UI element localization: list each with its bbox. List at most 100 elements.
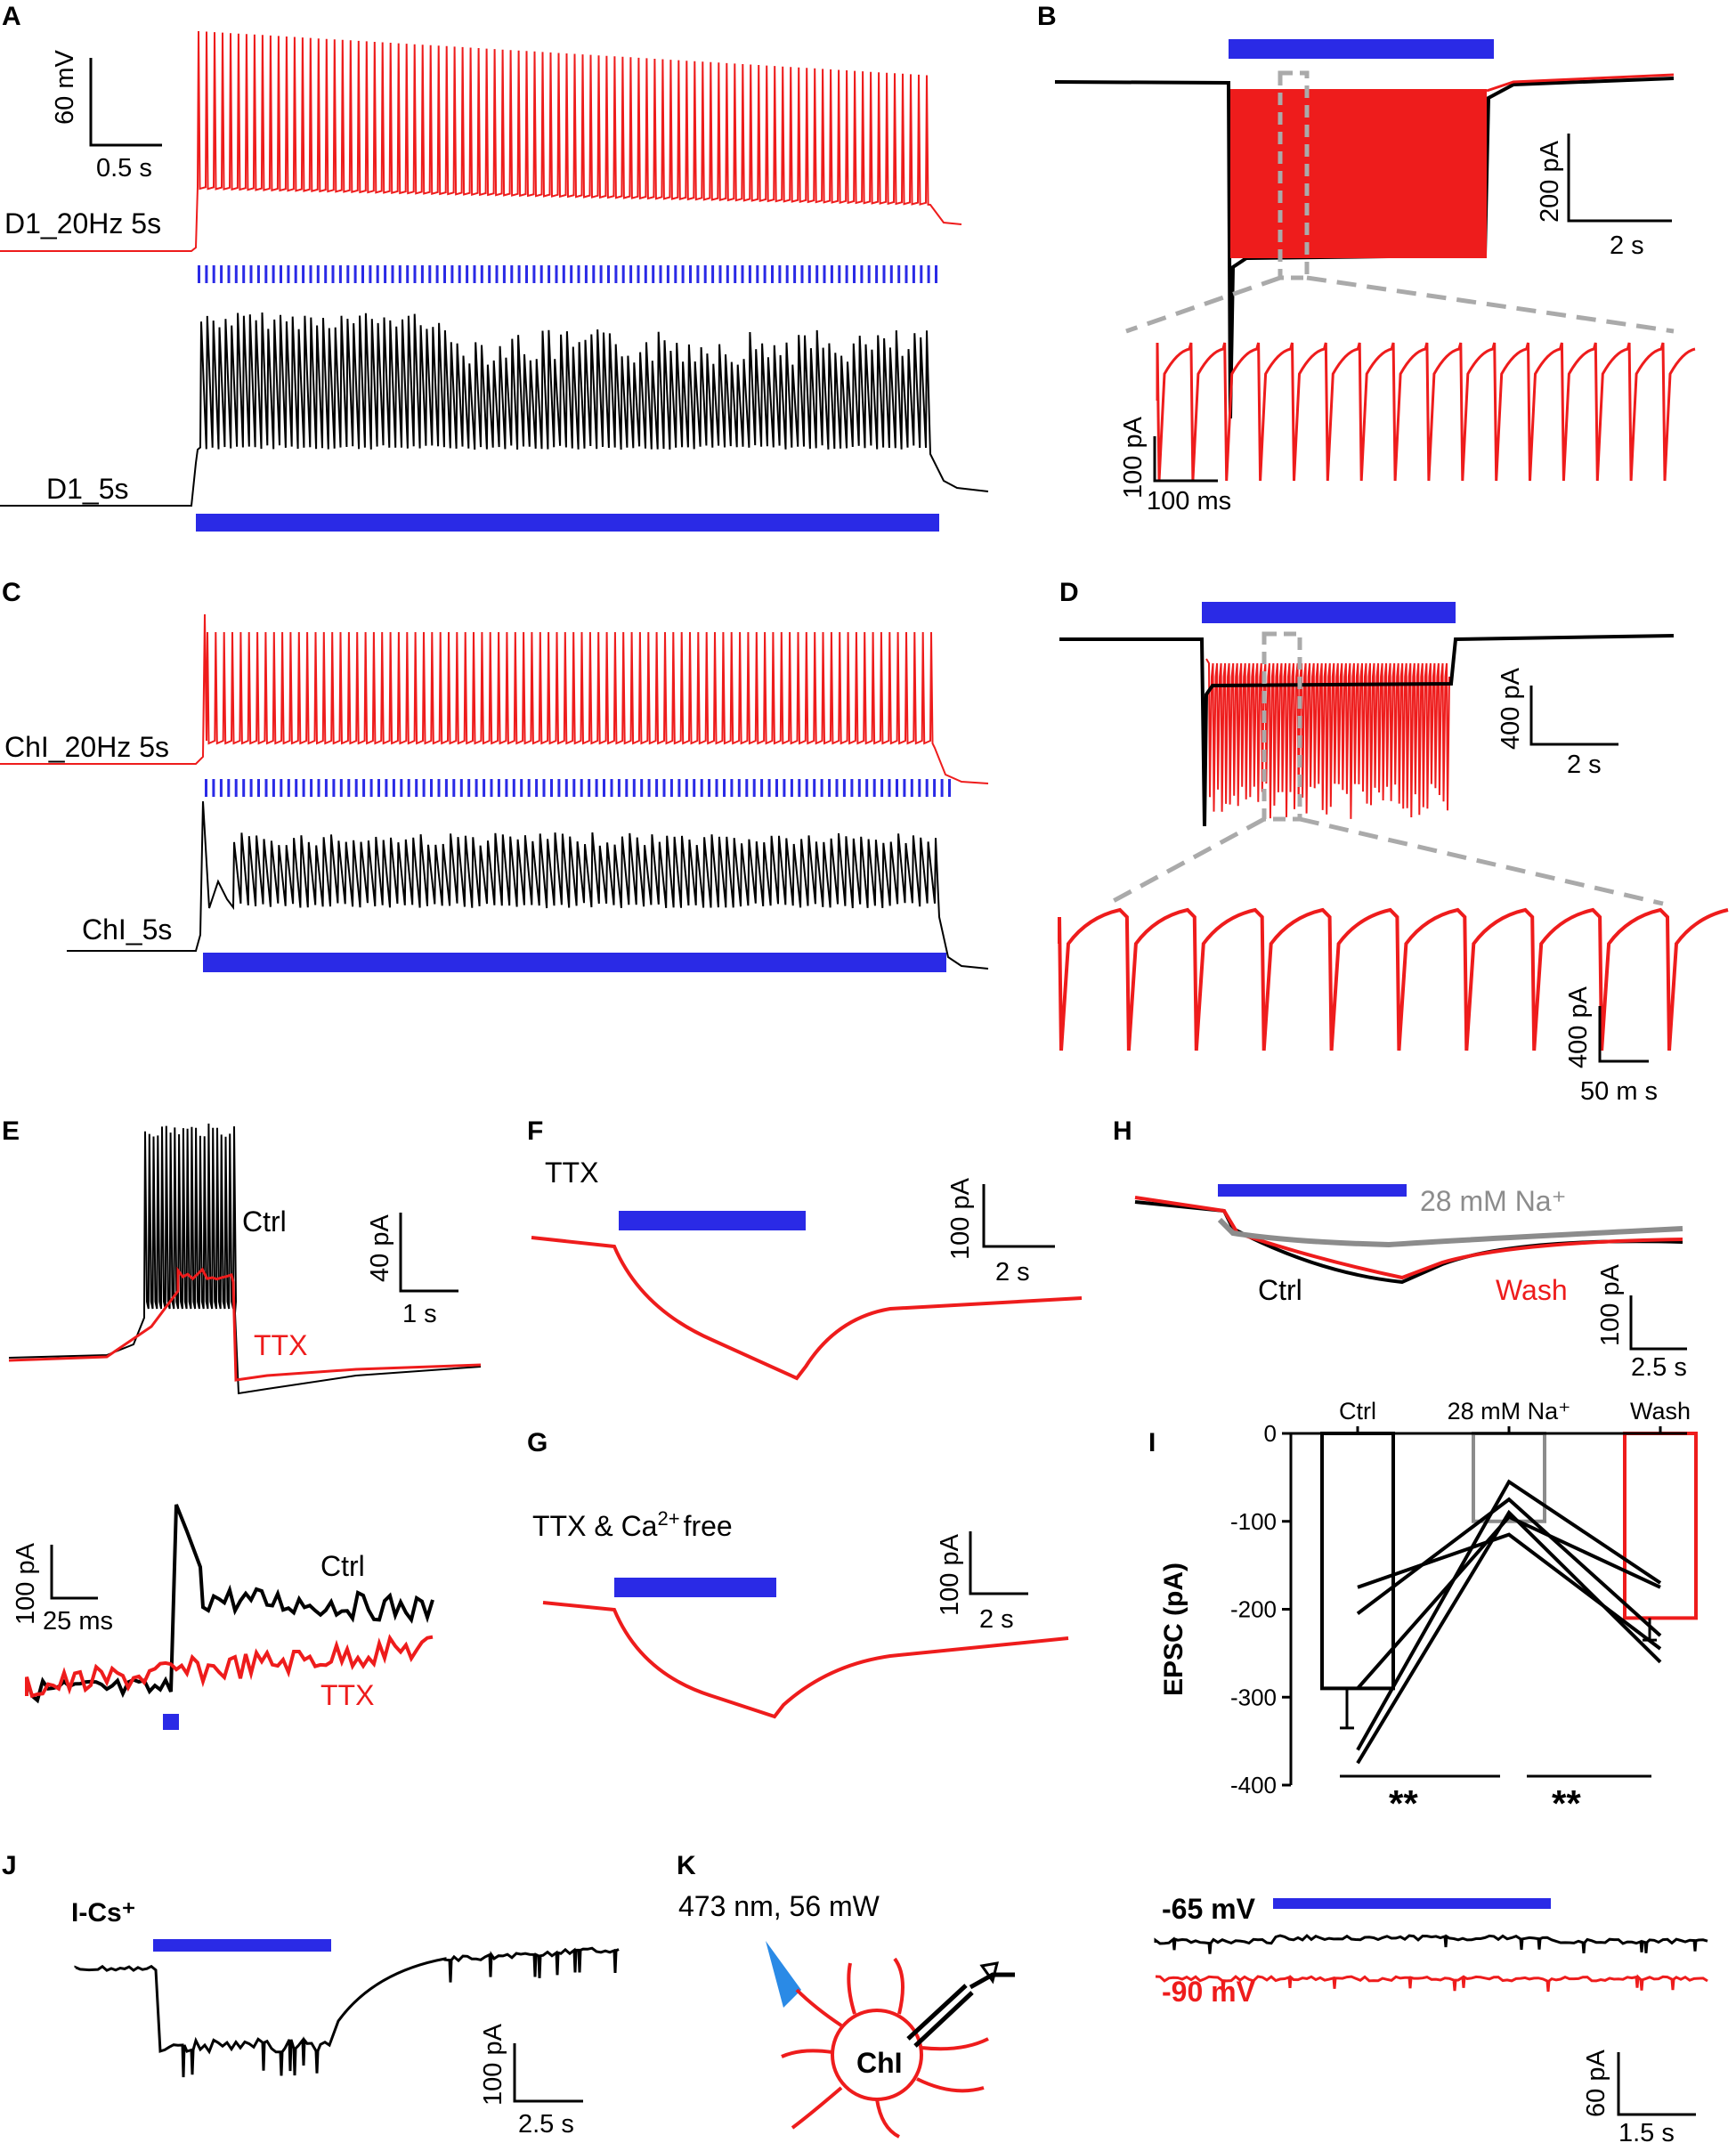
panel-f-scalebar: 100 pA 2 s [946,1177,1055,1287]
panel-a-pulse [652,265,655,283]
panel-c-pulse [857,779,861,797]
panel-c-pulse [550,779,553,797]
panel-c-pulse [948,779,951,797]
panel-c-pulse [625,779,629,797]
panel-c-pulse [459,779,463,797]
panel-c-pulse [632,779,636,797]
panel-c-pulse [527,779,531,797]
panel-a-pulse [592,265,596,283]
panel-c-pulse [872,779,876,797]
panel-i-sig-2: ** [1552,1782,1581,1824]
panel-h-trace-low-na [1217,1217,1683,1248]
panel-a-pulse [391,265,394,283]
panel-a-pulse [539,265,543,283]
panel-e-lower-h-label: 25 ms [43,1607,113,1636]
panel-c-pulse [437,779,441,797]
panel-c-pulse [234,779,238,797]
panel-a-pulse [800,265,804,283]
panel-c-pulse [767,779,771,797]
panel-a-pulse [272,265,275,283]
panel-d: D 400 pA 2 s 400 pA 50 m s [1058,578,1729,1106]
panel-c-pulse [880,779,884,797]
panel-e-ttx-label: TTX [254,1329,307,1361]
panel-d-scalebar: 400 pA 2 s [1497,667,1618,779]
panel-k-cell-label: ChI [856,2047,903,2079]
panel-a-pulse [637,265,640,283]
panel-a-pulse [212,265,215,283]
panel-c-pulse [295,779,298,797]
panel-h-ctrl-label: Ctrl [1258,1274,1302,1306]
panel-c-pulse [820,779,823,797]
panel-a-pulse [763,265,767,283]
panel-a-pulse [473,265,476,283]
panel-c-pulse [219,779,223,797]
panel-a-pulse [734,265,737,283]
panel-b-scalebar: 200 pA 2 s [1536,134,1672,260]
panel-c-pulse [415,779,418,797]
panel-c-pulse [715,779,718,797]
panel-a-pulse [369,265,372,283]
panel-c-light-bar [203,953,946,972]
panel-a-pulse [756,265,759,283]
panel-g: G TTX & Ca2+ free 100 pA 2 s [527,1428,1069,1719]
panel-a-pulse [264,265,268,283]
panel-d-inset-scalebar: 400 pA 50 m s [1564,986,1658,1106]
panel-a-pulse [845,265,848,283]
panel-a-pulse [294,265,297,283]
panel-c-pulse [896,779,898,797]
panel-j-light-bar [153,1939,331,1952]
panel-c-pulse [925,779,929,797]
panel-j-scalebar-v-label: 100 pA [479,2023,507,2106]
panel-c-pulse [257,779,260,797]
panel-j-letter: J [2,1851,17,1880]
panel-k-laser-beam-icon [766,1941,801,2008]
panel-c-pulse [850,779,854,797]
panel-c-pulse [497,779,500,797]
panel-k-v1-label: -65 mV [1162,1893,1256,1925]
panel-j-scalebar: 100 pA 2.5 s [479,2023,583,2139]
panel-e-letter: E [2,1116,20,1146]
panel-a-pulse [889,265,893,283]
panel-a-pulse [428,265,432,283]
panel-e-lower-ctrl-label: Ctrl [320,1550,365,1582]
panel-i-chart: Ctrl 28 mM Na⁺ Wash 0 -100 -200 -300 -400 [1230,1398,1698,1798]
panel-a-pulse [614,265,618,283]
panel-a-pulse [525,265,528,283]
panel-c-pulse [805,779,808,797]
panel-a-pulse [338,265,342,283]
panel-a-pulse [681,265,685,283]
panel-c-pulse [572,779,576,797]
panel-a-pulse [502,265,506,283]
panel-a-pulse [205,265,208,283]
panel-c-pulse [708,779,711,797]
panel-d-inset-trace [1058,907,1729,1051]
panel-a-pulse [570,265,573,283]
panel-h-wash-label: Wash [1496,1274,1568,1306]
panel-c-pulse [302,779,305,797]
panel-a-pulse [815,265,819,283]
panel-a-pulse [607,265,610,283]
panel-i-bar [1320,1432,1395,1691]
panel-c-pulse [227,779,231,797]
panel-a-pulse [823,265,826,283]
panel-a-pulse [458,265,461,283]
panel-b-scalebar-h-label: 2 s [1610,231,1644,260]
panel-a-pulse [703,265,707,283]
panel-b-light-bar [1229,39,1494,59]
panel-a-pulse [875,265,879,283]
panel-a-pulse [726,265,729,283]
panel-c-pulse [745,779,749,797]
panel-c-trace2-label: ChI_5s [82,913,172,946]
panel-c-pulse [362,779,366,797]
panel-a-pulse [711,265,715,283]
panel-a-pulse [748,265,751,283]
panel-a-pulse [897,265,901,283]
panel-c-pulse [835,779,839,797]
panel-k-scalebar-h-label: 1.5 s [1618,2119,1675,2143]
panel-e-lower-v-label: 100 pA [12,1542,40,1625]
panel-e-lower-ttx-label: TTX [320,1679,374,1711]
panel-c-pulse [354,779,358,797]
panel-a-pulse [599,265,603,283]
panel-a-pulse [287,265,290,283]
